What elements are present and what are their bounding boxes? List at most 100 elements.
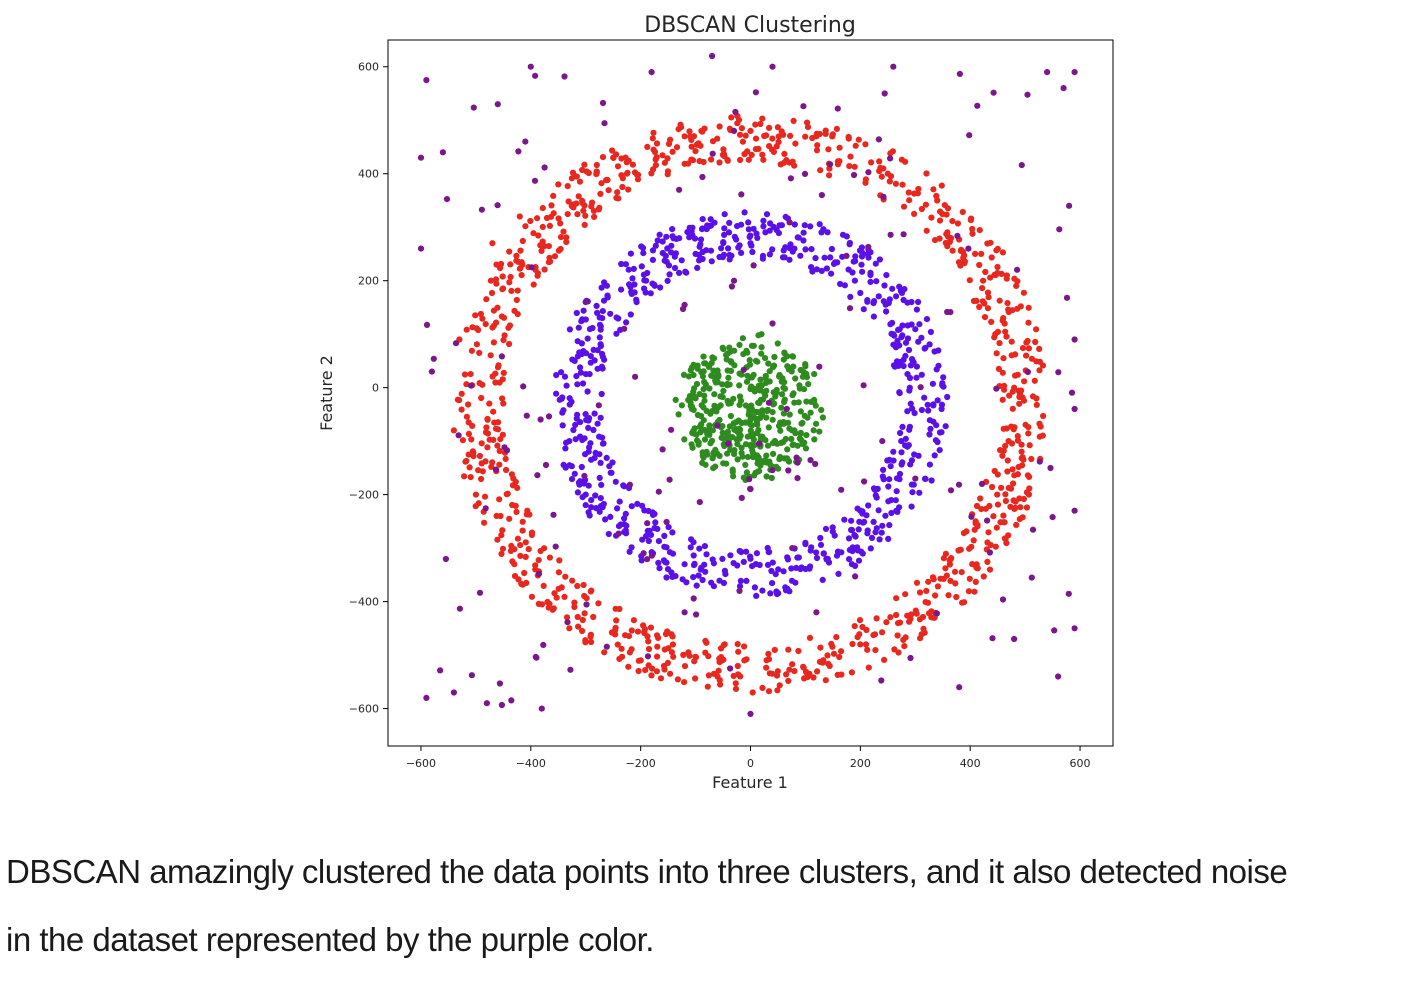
scatter-point-series-1 [640, 271, 648, 278]
scatter-point-series-1 [769, 559, 776, 566]
scatter-point-series-1 [694, 264, 701, 271]
scatter-point-series-0 [955, 547, 962, 554]
scatter-point-series-1 [559, 394, 566, 401]
scatter-point-series-0 [535, 557, 542, 564]
scatter-point-series-0 [497, 512, 504, 520]
scatter-point-series-0 [513, 257, 520, 264]
scatter-point-series-0 [498, 550, 505, 558]
scatter-point-series-0 [768, 146, 776, 153]
scatter-point-series-0 [630, 617, 638, 624]
scatter-point-series-3 [769, 63, 776, 70]
scatter-point-series-1 [577, 369, 585, 376]
scatter-point-series-2 [706, 385, 713, 392]
scatter-point-series-0 [1008, 423, 1015, 430]
scatter-point-series-2 [701, 397, 708, 404]
scatter-point-series-0 [966, 277, 973, 284]
scatter-point-series-1 [921, 394, 928, 401]
scatter-point-series-0 [732, 685, 740, 693]
scatter-point-series-0 [978, 250, 985, 257]
scatter-point-series-2 [818, 406, 825, 414]
scatter-point-series-3 [989, 635, 996, 642]
scatter-point-series-3 [954, 232, 961, 239]
scatter-point-series-0 [1040, 412, 1047, 420]
scatter-point-series-3 [801, 170, 809, 177]
scatter-point-series-1 [928, 477, 935, 484]
scatter-point-series-0 [645, 638, 652, 645]
scatter-point-series-3 [456, 605, 463, 612]
scatter-point-series-1 [886, 522, 893, 529]
scatter-point-series-1 [721, 231, 728, 238]
scatter-point-series-1 [597, 495, 604, 502]
scatter-point-series-3 [535, 570, 543, 577]
scatter-point-series-1 [699, 576, 706, 584]
scatter-point-series-1 [643, 533, 650, 540]
scatter-point-series-1 [599, 308, 606, 315]
scatter-point-series-0 [900, 203, 908, 210]
scatter-point-series-2 [724, 367, 731, 374]
scatter-point-series-0 [1007, 485, 1015, 492]
scatter-point-series-0 [702, 637, 709, 645]
scatter-point-series-1 [597, 459, 604, 466]
scatter-point-series-1 [572, 421, 579, 428]
scatter-point-series-0 [571, 599, 578, 606]
scatter-point-series-0 [494, 442, 501, 449]
scatter-point-series-1 [830, 260, 838, 267]
scatter-point-series-3 [990, 89, 997, 96]
scatter-point-series-0 [487, 277, 494, 284]
scatter-point-series-1 [926, 431, 933, 438]
scatter-point-series-0 [619, 653, 626, 660]
scatter-point-series-3 [582, 299, 589, 306]
scatter-point-series-0 [599, 154, 607, 161]
scatter-point-series-2 [781, 396, 788, 403]
scatter-point-series-1 [683, 579, 690, 586]
scatter-point-series-2 [720, 387, 727, 394]
scatter-point-series-0 [499, 286, 506, 293]
scatter-point-series-1 [916, 321, 923, 328]
scatter-point-series-0 [605, 187, 612, 194]
scatter-point-series-1 [882, 512, 889, 519]
scatter-point-series-0 [692, 148, 699, 155]
scatter-point-series-0 [851, 623, 858, 630]
scatter-points [417, 52, 1078, 718]
scatter-point-series-0 [1025, 319, 1032, 326]
scatter-point-series-0 [619, 175, 627, 182]
scatter-point-series-1 [936, 429, 944, 436]
scatter-point-series-0 [743, 656, 750, 663]
scatter-point-series-0 [976, 227, 983, 234]
scatter-point-series-3 [785, 467, 792, 474]
scatter-point-series-0 [856, 617, 864, 624]
scatter-point-series-0 [792, 140, 799, 147]
scatter-point-series-0 [936, 235, 943, 242]
scatter-point-series-3 [1047, 464, 1054, 472]
scatter-point-series-3 [740, 366, 747, 373]
scatter-point-series-1 [747, 232, 754, 239]
scatter-point-series-1 [845, 535, 853, 542]
scatter-point-series-1 [902, 442, 909, 449]
scatter-point-series-0 [644, 143, 651, 150]
scatter-point-series-1 [596, 474, 603, 481]
scatter-point-series-2 [758, 344, 765, 351]
scatter-point-series-0 [555, 215, 562, 222]
scatter-point-series-0 [766, 124, 773, 131]
scatter-point-series-3 [818, 192, 826, 199]
scatter-point-series-0 [468, 347, 475, 354]
scatter-point-series-3 [769, 467, 776, 474]
scatter-point-series-1 [654, 237, 661, 244]
scatter-point-series-0 [916, 616, 924, 623]
scatter-point-series-1 [848, 526, 855, 534]
scatter-point-series-0 [565, 198, 572, 205]
scatter-point-series-1 [652, 519, 659, 526]
scatter-point-series-1 [660, 557, 668, 564]
scatter-point-series-1 [899, 322, 906, 329]
scatter-point-series-1 [588, 504, 595, 511]
scatter-point-series-0 [574, 582, 581, 590]
scatter-point-series-2 [811, 371, 818, 378]
scatter-point-series-1 [602, 516, 609, 523]
scatter-point-series-1 [719, 555, 726, 563]
scatter-point-series-2 [797, 408, 804, 415]
scatter-point-series-1 [839, 231, 847, 238]
scatter-point-series-1 [733, 236, 740, 243]
scatter-point-series-0 [717, 681, 724, 688]
scatter-point-series-1 [561, 373, 569, 380]
scatter-point-series-3 [965, 245, 972, 252]
